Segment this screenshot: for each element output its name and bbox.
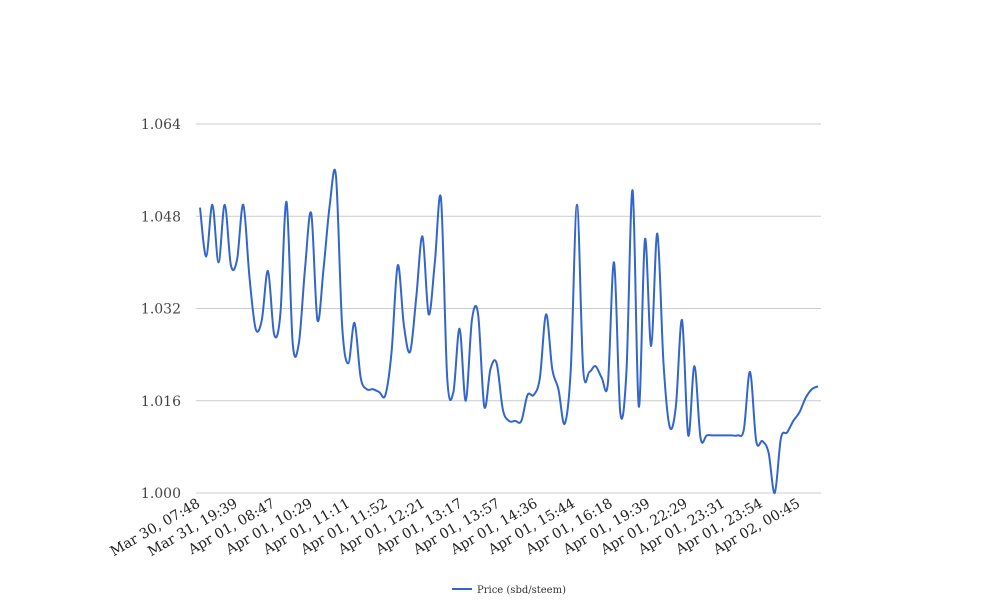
series-layer — [199, 168, 819, 495]
series-line-price — [199, 168, 819, 495]
y-tick-label: 1.048 — [141, 209, 181, 225]
y-tick-label: 1.064 — [141, 117, 181, 133]
y-tick-label: 1.000 — [141, 486, 181, 502]
legend: Price (sbd/steem) — [452, 585, 566, 596]
grid-lines — [196, 123, 821, 494]
y-tick-label: 1.032 — [141, 302, 181, 318]
y-axis-ticks: 1.000 1.016 1.032 1.048 1.064 — [141, 117, 181, 502]
y-tick-label: 1.016 — [141, 394, 181, 410]
legend-label: Price (sbd/steem) — [477, 585, 566, 596]
